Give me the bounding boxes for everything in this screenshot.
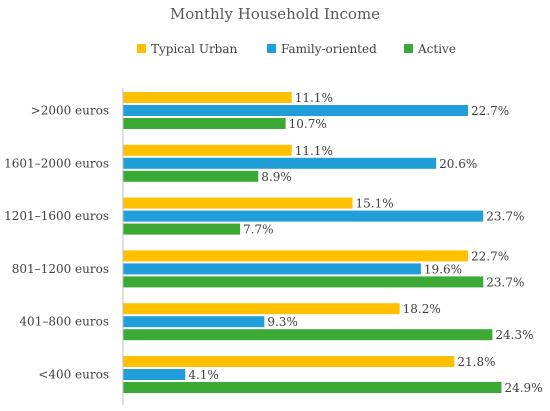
data-label-active: 8.9% [261,170,292,184]
data-label-active: 10.7% [289,117,327,131]
category-label: >2000 euros [31,104,109,118]
bar-family-oriented [123,210,484,222]
bar-typical-urban [123,356,455,367]
data-label-family-oriented: 22.7% [471,104,509,118]
bar-active [123,276,484,288]
data-label-active: 24.9% [504,381,542,395]
bar-active [123,223,241,235]
data-label-typical-urban: 15.1% [356,197,394,211]
data-label-typical-urban: 11.1% [295,91,333,105]
bar-family-oriented [123,105,469,116]
bar-typical-urban [123,250,469,262]
bar-typical-urban [123,92,292,103]
data-label-family-oriented: 9.3% [267,315,298,329]
data-label-family-oriented: 20.6% [439,157,477,171]
legend-label-typical-urban: Typical Urban [151,42,238,56]
bar-active [123,329,493,341]
bar-family-oriented [123,263,421,275]
category-label: 1201–1600 euros [4,209,109,223]
category-label: 801–1200 euros [12,262,109,276]
legend-label-active: Active [417,42,456,56]
legend: Typical Urban Family-oriented Active [137,42,456,56]
bar-active [123,382,502,393]
data-label-typical-urban: 18.2% [403,302,441,316]
bar-family-oriented [123,369,186,380]
data-label-family-oriented: 23.7% [486,210,524,224]
data-label-typical-urban: 21.8% [457,355,495,369]
legend-swatch-typical-urban [137,44,146,53]
data-label-active: 7.7% [243,223,273,237]
category-label: <400 euros [38,368,109,382]
category-label: 401–800 euros [19,315,109,329]
legend-swatch-family-oriented [267,44,276,53]
category-label: 1601–2000 euros [4,156,109,170]
legend-swatch-active [404,44,413,53]
category-labels: >2000 euros 1601–2000 euros 1201–1600 euro… [4,104,109,382]
bar-family-oriented [123,316,265,328]
bar-typical-urban [123,144,292,156]
data-label-typical-urban: 22.7% [471,249,509,263]
data-label-active: 24.3% [495,328,533,342]
data-label-active: 23.7% [486,275,524,289]
bars [123,92,502,393]
bar-typical-urban [123,303,400,315]
data-labels: 11.1% 22.7% 10.7% 11.1% 20.6% 8.9% 15.1% 23.7% 7… [188,91,542,395]
chart-title: Monthly Household Income [170,5,380,23]
data-label-typical-urban: 11.1% [295,144,333,158]
bar-typical-urban [123,197,353,209]
bar-active [123,170,259,182]
data-label-family-oriented: 19.6% [424,262,462,276]
bar-active [123,118,286,129]
bar-family-oriented [123,157,437,169]
data-label-family-oriented: 4.1% [188,368,219,382]
legend-label-family-oriented: Family-oriented [281,42,377,56]
